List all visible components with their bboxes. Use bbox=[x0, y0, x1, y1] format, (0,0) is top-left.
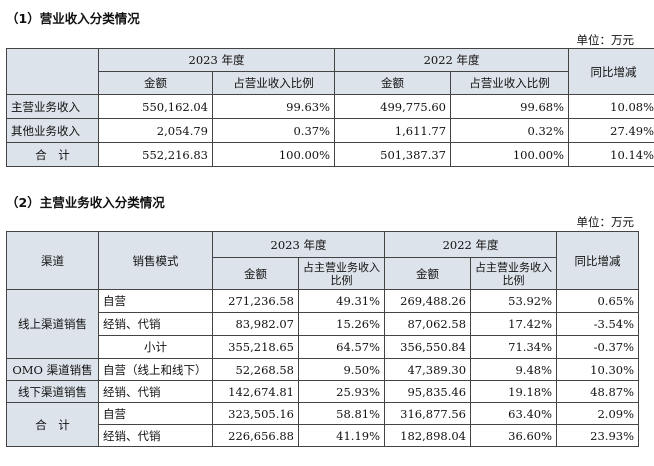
yoy-value: -3.54% bbox=[556, 312, 640, 336]
ratio-2023: 99.63% bbox=[211, 94, 336, 119]
ratio-2022: 100.00% bbox=[450, 142, 570, 167]
amount-2023: 550,162.04 bbox=[98, 94, 213, 119]
yoy-value: 48.87% bbox=[556, 380, 640, 403]
header-year-2023: 2023 年度 bbox=[211, 231, 386, 258]
row-label: 其他业务收入 bbox=[6, 118, 99, 143]
ratio-2023: 100.00% bbox=[211, 142, 336, 167]
amount-2022: 269,488.26 bbox=[384, 289, 472, 313]
ratio-2022: 9.48% bbox=[470, 358, 558, 381]
header-ratio-2023: 占营业收入比例 bbox=[211, 71, 336, 95]
yoy-value: 10.30% bbox=[556, 358, 640, 381]
revenue-table: 2023 年度 2022 年度 同比增减 金额 占营业收入比例 金额 占营业收入… bbox=[6, 48, 654, 167]
amount-2023: 271,236.58 bbox=[212, 289, 299, 313]
yoy-value: 2.09% bbox=[556, 402, 640, 425]
yoy-value: -0.37% bbox=[556, 335, 640, 359]
amount-2023: 552,216.83 bbox=[98, 142, 213, 167]
table-row: 主营业务收入 550,162.04 99.63% 499,775.60 99.6… bbox=[6, 94, 654, 119]
ratio-2023: 49.31% bbox=[297, 289, 386, 313]
amount-2022: 356,550.84 bbox=[384, 335, 472, 359]
amount-2023: 142,674.81 bbox=[212, 380, 299, 403]
channel-offline: 线下渠道销售 bbox=[6, 380, 99, 403]
table-row: 小计 355,218.65 64.57% 356,550.84 71.34% -… bbox=[7, 335, 640, 359]
channel-omo: OMO 渠道销售 bbox=[6, 358, 99, 381]
amount-2022: 87,062.58 bbox=[384, 312, 472, 336]
table-row: 经销、代销 226,656.88 41.19% 182,898.04 36.60… bbox=[7, 424, 640, 447]
header-year-2023: 2023 年度 bbox=[97, 48, 336, 72]
header-amount-2022: 金额 bbox=[334, 71, 452, 95]
amount-2022: 499,775.60 bbox=[334, 94, 452, 119]
ratio-2022: 17.42% bbox=[470, 312, 558, 336]
ratio-2023: 41.19% bbox=[297, 424, 386, 447]
ratio-2022: 36.60% bbox=[470, 424, 558, 447]
section1-heading: （1）营业收入分类情况 bbox=[6, 11, 140, 26]
section2-heading: （2）主营业务收入分类情况 bbox=[6, 195, 165, 210]
amount-2023: 226,656.88 bbox=[212, 424, 299, 447]
mode-cell: 自营（线上和线下） bbox=[98, 358, 213, 381]
row-label: 合 计 bbox=[6, 142, 99, 167]
ratio-2022: 99.68% bbox=[450, 94, 570, 119]
yoy-value: 0.65% bbox=[556, 289, 640, 313]
ratio-2023: 58.81% bbox=[297, 402, 386, 425]
amount-2022: 1,611.77 bbox=[334, 118, 452, 143]
yoy-value: 10.08% bbox=[568, 94, 654, 119]
amount-2023: 83,982.07 bbox=[212, 312, 299, 336]
ratio-2023: 9.50% bbox=[297, 358, 386, 381]
amount-2023: 52,268.58 bbox=[212, 358, 299, 381]
ratio-2022: 0.32% bbox=[450, 118, 570, 143]
row-label: 主营业务收入 bbox=[6, 94, 99, 119]
mode-cell: 经销、代销 bbox=[98, 312, 213, 336]
header-amount-2023: 金额 bbox=[212, 257, 299, 290]
section1-unit: 单位：万元 bbox=[576, 33, 635, 47]
header-yoy: 同比增减 bbox=[556, 231, 640, 290]
header-year-2022: 2022 年度 bbox=[334, 48, 570, 72]
ratio-2023: 15.26% bbox=[297, 312, 386, 336]
yoy-value: 23.93% bbox=[556, 424, 640, 447]
mode-cell: 小计 bbox=[98, 335, 213, 359]
mode-cell: 经销、代销 bbox=[98, 424, 213, 447]
table-row: 合 计 552,216.83 100.00% 501,387.37 100.00… bbox=[6, 142, 654, 167]
ratio-2022: 53.92% bbox=[470, 289, 558, 313]
table-row: 合 计 自营 323,505.16 58.81% 316,877.56 63.4… bbox=[6, 402, 640, 447]
channel-online: 线上渠道销售 bbox=[6, 289, 99, 359]
header-channel: 渠道 bbox=[6, 231, 99, 290]
header-mode: 销售模式 bbox=[98, 231, 213, 290]
table-row: OMO 渠道销售 自营（线上和线下） 52,268.58 9.50% 47,38… bbox=[6, 358, 640, 381]
amount-2023: 355,218.65 bbox=[212, 335, 299, 359]
amount-2023: 2,054.79 bbox=[98, 118, 213, 143]
table-row: 线上渠道销售 自营 271,236.58 49.31% 269,488.26 5… bbox=[6, 289, 640, 359]
table-row: 经销、代销 83,982.07 15.26% 87,062.58 17.42% … bbox=[7, 312, 640, 336]
header-ratio-2022: 占营业收入比例 bbox=[450, 71, 570, 95]
amount-2023: 323,505.16 bbox=[212, 402, 299, 425]
header-amount-2023: 金额 bbox=[98, 71, 213, 95]
header-ratio-2023: 占主营业务收入比例 bbox=[297, 257, 386, 290]
header-blank bbox=[6, 48, 99, 95]
mode-cell: 经销、代销 bbox=[98, 380, 213, 403]
ratio-2022: 19.18% bbox=[470, 380, 558, 403]
ratio-2022: 63.40% bbox=[470, 402, 558, 425]
channel-total: 合 计 bbox=[6, 402, 99, 447]
header-ratio-2022: 占主营业务收入比例 bbox=[470, 257, 558, 290]
mode-cell: 自营 bbox=[98, 289, 213, 313]
header-yoy: 同比增减 bbox=[568, 48, 654, 95]
main-revenue-table: 渠道 销售模式 2023 年度 2022 年度 同比增减 金额 占主营业务收入比… bbox=[6, 231, 640, 447]
header-year-2022: 2022 年度 bbox=[384, 231, 558, 258]
table-row: 其他业务收入 2,054.79 0.37% 1,611.77 0.32% 27.… bbox=[6, 118, 654, 143]
yoy-value: 10.14% bbox=[568, 142, 654, 167]
amount-2022: 182,898.04 bbox=[384, 424, 472, 447]
amount-2022: 316,877.56 bbox=[384, 402, 472, 425]
table-row: 线下渠道销售 经销、代销 142,674.81 25.93% 95,835.46… bbox=[6, 380, 640, 403]
ratio-2022: 71.34% bbox=[470, 335, 558, 359]
ratio-2023: 0.37% bbox=[211, 118, 336, 143]
ratio-2023: 64.57% bbox=[297, 335, 386, 359]
ratio-2023: 25.93% bbox=[297, 380, 386, 403]
yoy-value: 27.49% bbox=[568, 118, 654, 143]
mode-cell: 自营 bbox=[98, 402, 213, 425]
amount-2022: 47,389.30 bbox=[384, 358, 472, 381]
header-amount-2022: 金额 bbox=[384, 257, 472, 290]
section2-unit: 单位：万元 bbox=[576, 215, 635, 229]
amount-2022: 501,387.37 bbox=[334, 142, 452, 167]
amount-2022: 95,835.46 bbox=[384, 380, 472, 403]
